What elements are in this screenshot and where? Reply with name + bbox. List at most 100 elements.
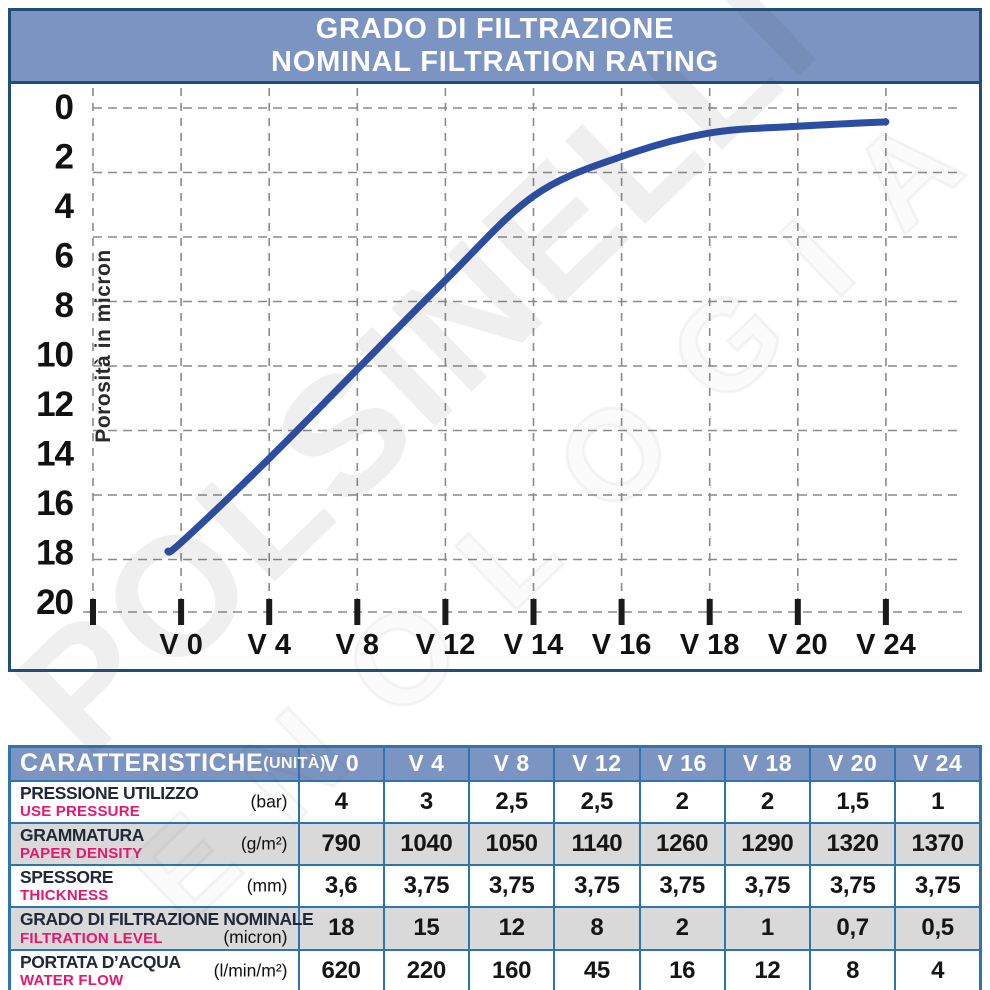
chart-plot-area: V 0 V 4 V 8 V 12 V 14 V 16 V 18 V 20 V 24 0 2 4 6 8 10… [36, 88, 967, 661]
value-cell: 2,5 [467, 779, 556, 824]
value-cell: 3,75 [723, 863, 812, 908]
row-label-it: SPESSORE [20, 866, 114, 887]
x-tick-mark [706, 599, 713, 625]
value-cell: 1 [723, 905, 812, 951]
value-cell: 0,7 [808, 905, 897, 951]
table-title: CARATTERISTICHE [20, 749, 264, 778]
y-tick-label: 20 [36, 583, 73, 622]
table-column-header: V 24 [894, 745, 982, 782]
value-cell: 8 [808, 948, 897, 990]
value-cell: 2,5 [553, 779, 641, 824]
value-cell: 1260 [638, 821, 726, 866]
y-tick-label: 6 [55, 237, 74, 276]
value-cell: 160 [467, 948, 556, 990]
value-cell: 3,6 [297, 863, 385, 908]
value-cell: 3,75 [553, 863, 641, 908]
table-row: PORTATA D’ACQUA WATER FLOW (l/min/m²) 620 22… [8, 948, 982, 990]
value-cell: 1290 [723, 821, 812, 866]
filtration-chart-panel: GRADO DI FILTRAZIONE NOMINAL FILTRATION … [8, 8, 982, 672]
value-cell: 8 [553, 905, 641, 951]
x-tick-label: V 4 [247, 629, 291, 661]
table-column-header: V 18 [723, 745, 812, 782]
table-column-header: V 0 [297, 745, 385, 782]
value-cell: 2 [638, 905, 726, 951]
value-cell: 3,75 [808, 863, 897, 908]
x-tick-label: V 24 [856, 629, 916, 661]
value-cell: 790 [297, 821, 385, 866]
value-cell: 220 [382, 948, 471, 990]
table-column-header: V 8 [467, 745, 556, 782]
value-cell: 1050 [467, 821, 556, 866]
row-unit: (l/min/m²) [213, 960, 288, 980]
x-tick-mark [266, 599, 273, 625]
x-tick-label: V 16 [592, 629, 652, 661]
x-tick-label: V 18 [680, 629, 740, 661]
chart-title-bar: GRADO DI FILTRAZIONE NOMINAL FILTRATION … [11, 11, 979, 84]
value-cell: 3,75 [382, 863, 471, 908]
value-cell: 16 [638, 948, 726, 990]
x-tick-mark [442, 599, 449, 625]
y-axis-title: Porosità in micron [92, 249, 115, 442]
row-unit: (g/m²) [240, 833, 288, 853]
x-tick-label: V 12 [416, 629, 476, 661]
y-tick-label: 0 [55, 88, 74, 127]
row-label-cell: SPESSORE THICKNESS (mm) [8, 863, 300, 908]
y-tick-label: 8 [55, 286, 74, 325]
table-row: SPESSORE THICKNESS (mm) 3,6 3,75 3,75 3,75 3,75… [8, 863, 982, 908]
y-tick-label: 4 [55, 187, 75, 226]
row-label-cell: GRADO DI FILTRAZIONE NOMINALE FILTRATION … [8, 905, 314, 951]
x-tick-mark [90, 599, 96, 625]
y-tick-label: 18 [36, 534, 73, 573]
x-tick-mark [178, 599, 185, 625]
value-cell: 1,5 [808, 779, 897, 824]
table-row: GRAMMATURA PAPER DENSITY (g/m²) 790 1040 1050… [8, 821, 982, 866]
value-cell: 1040 [382, 821, 471, 866]
value-cell: 3,75 [894, 863, 982, 908]
value-cell: 15 [382, 905, 471, 951]
x-tick-mark [618, 599, 625, 625]
table-row: PRESSIONE UTILIZZO USE PRESSURE (bar) 4 3 2,5… [8, 779, 982, 824]
y-tick-label: 16 [36, 484, 73, 523]
row-label-cell: PRESSIONE UTILIZZO USE PRESSURE (bar) [8, 779, 300, 824]
x-tick-label: V 20 [768, 629, 828, 661]
row-unit: (micron) [223, 926, 288, 947]
x-tick-label: V 8 [336, 629, 380, 661]
value-cell: 12 [723, 948, 812, 990]
table-column-header: V 20 [808, 745, 897, 782]
x-tick-mark [794, 599, 801, 625]
filtration-line-chart: V 0 V 4 V 8 V 12 V 14 V 16 V 18 V 20 V 24 0 2 4 6 8 10… [11, 84, 979, 669]
table-row: GRADO DI FILTRAZIONE NOMINALE FILTRATION … [8, 905, 982, 951]
value-cell: 1 [894, 779, 982, 824]
row-label-it: PRESSIONE UTILIZZO [20, 782, 199, 803]
filtration-curve [164, 118, 890, 556]
table-column-header: V 16 [638, 745, 726, 782]
table-unit-header: (UNITÀ) [263, 754, 326, 772]
table-column-header: V 4 [382, 745, 471, 782]
value-cell: 4 [297, 779, 385, 824]
y-tick-label: 14 [36, 435, 74, 474]
row-label-cell: PORTATA D’ACQUA WATER FLOW (l/min/m²) [8, 948, 300, 990]
value-cell: 3 [382, 779, 471, 824]
y-tick-label: 10 [36, 336, 73, 375]
x-tick-mark [354, 599, 361, 625]
value-cell: 4 [894, 948, 982, 990]
row-label-cell: GRAMMATURA PAPER DENSITY (g/m²) [8, 821, 300, 866]
row-unit: (mm) [246, 875, 288, 895]
row-label-en: PAPER DENSITY [20, 844, 143, 862]
value-cell: 45 [553, 948, 641, 990]
value-cell: 2 [723, 779, 812, 824]
value-cell: 2 [638, 779, 726, 824]
row-label-en: THICKNESS [20, 886, 109, 904]
value-cell: 1140 [553, 821, 641, 866]
x-tick-mark [530, 599, 537, 625]
table-header-caratteristiche: CARATTERISTICHE (UNITÀ) [8, 745, 325, 782]
value-cell: 1370 [894, 821, 982, 866]
chart-title-line1: GRADO DI FILTRAZIONE [315, 13, 675, 45]
chart-title-line2: NOMINAL FILTRATION RATING [271, 46, 719, 78]
value-cell: 1320 [808, 821, 897, 866]
value-cell: 0,5 [894, 905, 982, 951]
row-label-en: WATER FLOW [20, 971, 124, 989]
value-cell: 12 [467, 905, 556, 951]
